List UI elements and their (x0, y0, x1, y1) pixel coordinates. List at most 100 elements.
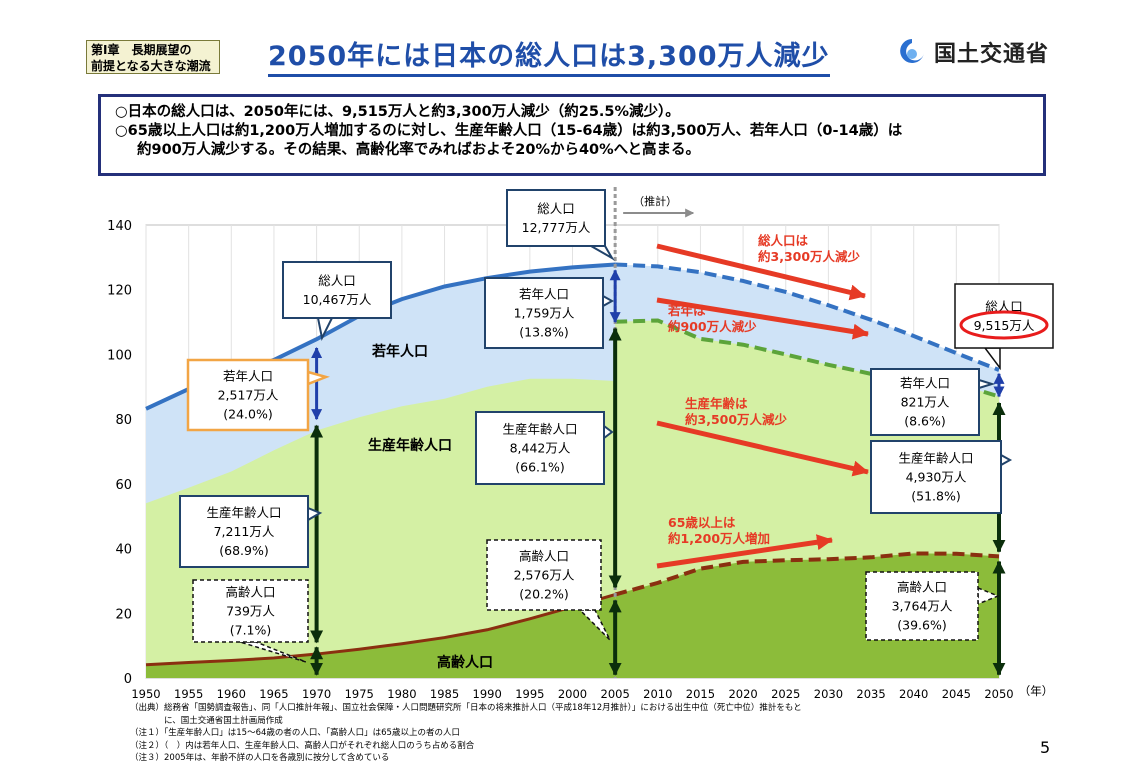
callout-working-1970-text: (68.9%) (219, 543, 268, 558)
x-tick-label: 2050 (984, 687, 1013, 701)
callout-total-2005-text: 12,777万人 (522, 220, 591, 235)
chapter-line-1: 第Ⅰ章 長期展望の (91, 43, 192, 57)
elderly-line-projection (614, 551, 1000, 597)
note-line: （注３）2005年は、年齢不詳の人口を各歳別に按分して含めている (130, 753, 390, 763)
callout-working-1970-text: 7,211万人 (214, 524, 275, 539)
chapter-line-2: 前提となる大きな潮流 (91, 59, 211, 73)
callout-young-1970-text: 若年人口 (223, 369, 273, 384)
y-tick-label: 40 (115, 543, 132, 558)
x-tick-label: 1990 (473, 687, 502, 701)
x-tick-label: 1985 (430, 687, 459, 701)
elderly-area (146, 594, 616, 678)
summary-line-2: ○65歳以上人口は約1,200万人増加するのに対し、生産年齢人口（15-64歳）… (115, 123, 903, 139)
callout-working-1970-text: 生産年齢人口 (206, 505, 281, 520)
callout-elderly-2005-text: (20.2%) (519, 587, 568, 602)
x-tick-label: 2000 (558, 687, 587, 701)
y-tick-label: 120 (107, 284, 132, 299)
callout-working-2005-text: 生産年齢人口 (502, 422, 577, 437)
total-line-projection (615, 262, 1000, 372)
callout-working-1970-box (179, 495, 309, 568)
callout-young-2005-text: 若年人口 (519, 287, 569, 302)
y-tick-label: 0 (124, 672, 132, 687)
note-line: に、国土交通省国土計画局作成 (130, 715, 283, 726)
callout-elderly-1970-text: (7.1%) (230, 623, 272, 638)
trend-note-working: 生産年齢は (685, 396, 748, 411)
callout-young-2005-text: (13.8%) (519, 325, 568, 340)
note-line: （出典）総務省「国勢調査報告」、同「人口推計年報」、国立社会保障・人口問題研究所… (130, 703, 802, 713)
callout-total-2050-text: 9,515万人 (974, 318, 1035, 333)
y-tick-label: 60 (115, 478, 132, 493)
summary-line-3: 約900万人減少する。その結果、高齢化率でみればおよそ20%から40%へと高まる… (137, 142, 700, 158)
x-tick-label: 2015 (686, 687, 715, 701)
callout-elderly-2005-text: 2,576万人 (514, 568, 575, 583)
chapter-label: 第Ⅰ章 長期展望の 前提となる大きな潮流 (86, 40, 220, 74)
x-tick-label: 2040 (899, 687, 928, 701)
region-label-young: 若年人口 (371, 343, 428, 360)
callout-working-2005-box (475, 411, 605, 485)
ministry-name: 国土交通省 (934, 42, 1050, 67)
callout-young-2050-box (870, 368, 980, 436)
x-tick-label: 1995 (515, 687, 544, 701)
page-title: 2050年には日本の総人口は3,300万人減少 (268, 34, 830, 77)
callout-elderly-1970-text: 739万人 (226, 604, 275, 619)
trend-note-working: 約3,500万人減少 (685, 412, 788, 427)
trend-arrow-working (656, 420, 869, 477)
callout-total-1970-box (282, 261, 392, 319)
callout-young-2005-text: 1,759万人 (514, 306, 575, 321)
callout-working-2005-text: 8,442万人 (510, 441, 571, 456)
page-number: 5 (1040, 738, 1051, 757)
callout-elderly-1970-box (192, 579, 309, 643)
x-tick-label: 1960 (217, 687, 246, 701)
x-tick-label: 2030 (814, 687, 843, 701)
trend-note-young: 若年は (667, 303, 706, 318)
region-label-elderly: 高齢人口 (437, 654, 493, 671)
region-label-working: 生産年齢人口 (368, 437, 452, 454)
callout-young-2005-box (484, 277, 604, 349)
callout-elderly-1970-text: 高齢人口 (225, 585, 275, 600)
trend-note-elderly: 65歳以上は (668, 515, 736, 530)
x-tick-label: 1965 (259, 687, 288, 701)
projection-label: （推計） (633, 194, 677, 208)
callout-elderly-2050-box (865, 571, 979, 641)
callout-young-1970-text: (24.0%) (223, 407, 272, 422)
trend-note-young: 約900万人減少 (668, 319, 757, 334)
callout-total-2050-text: 総人口 (985, 299, 1023, 314)
trend-arrow-young (656, 297, 869, 340)
callout-young-2050-text: 若年人口 (900, 376, 950, 391)
elderly-line (145, 593, 616, 667)
callout-working-2050-text: (51.8%) (911, 489, 960, 504)
summary-box: ○日本の総人口は、2050年には、9,515万人と約3,300万人減少（約25.… (98, 94, 1046, 176)
trend-note-total: 約3,300万人減少 (758, 249, 861, 264)
callout-young-2050-text: (8.6%) (904, 414, 946, 429)
y-tick-label: 100 (107, 348, 132, 363)
summary-line-1: ○日本の総人口は、2050年には、9,515万人と約3,300万人減少（約25.… (115, 104, 680, 120)
x-tick-label: 1955 (174, 687, 203, 701)
x-tick-label: 2020 (728, 687, 757, 701)
x-tick-label: 2005 (601, 687, 630, 701)
callout-young-1970-box (186, 358, 310, 432)
x-tick-label: 1950 (131, 687, 160, 701)
callout-elderly-2050-text: (39.6%) (897, 618, 946, 633)
ministry-logo: 国土交通省 (898, 36, 1049, 68)
x-tick-label: 1970 (302, 687, 331, 701)
callout-young-1970-text: 2,517万人 (218, 388, 279, 403)
note-line: （注１）「生産年齢人口」は15～64歳の者の人口、「高齢人口」は65歳以上の者の… (130, 728, 460, 738)
callout-elderly-2050-text: 3,764万人 (892, 599, 953, 614)
mlit-logo-icon (900, 39, 924, 63)
callout-elderly-2005-text: 高齢人口 (519, 549, 569, 564)
trend-arrow-total (656, 243, 866, 301)
source-notes: （出典）総務省「国勢調査報告」、同「人口推計年報」、国立社会保障・人口問題研究所… (130, 702, 802, 765)
x-tick-label: 2035 (856, 687, 885, 701)
callout-elderly-2050-text: 高齢人口 (897, 580, 947, 595)
trend-note-elderly: 約1,200万人増加 (668, 531, 770, 546)
callout-working-2050-text: 4,930万人 (906, 470, 967, 485)
callout-working-2050-pointer (1000, 453, 1013, 467)
trend-note-total: 総人口は (758, 233, 809, 248)
x-tick-label: 1980 (387, 687, 416, 701)
callout-total-2005-text: 総人口 (537, 201, 575, 216)
x-tick-label: 2010 (643, 687, 672, 701)
callout-total-1970-text: 総人口 (318, 273, 356, 288)
x-tick-label: 2045 (942, 687, 971, 701)
callout-young-2050-text: 821万人 (901, 395, 950, 410)
